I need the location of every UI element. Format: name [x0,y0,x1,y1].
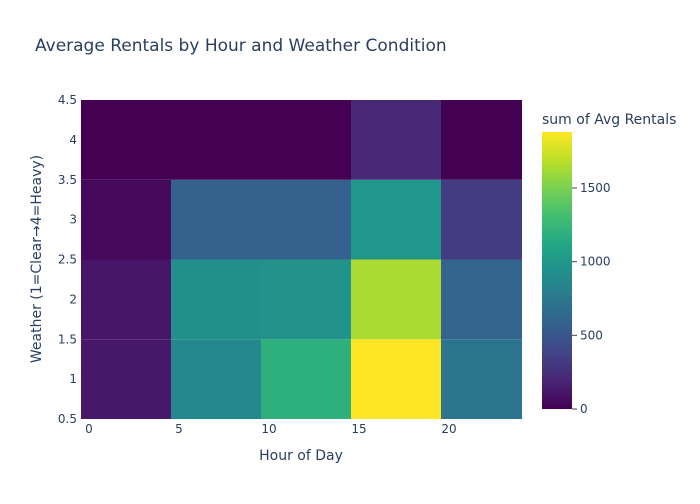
y-tick-label: 4.5 [58,93,77,107]
colorbar-tick-label: 1000 [580,255,611,269]
heatmap-cell [261,339,351,419]
y-tick-label: 2 [69,292,77,306]
heatmap-cell [351,179,441,260]
x-axis-title: Hour of Day [259,448,343,464]
x-tick-label: 10 [261,422,276,436]
heatmap-cell [441,100,522,180]
y-tick-label: 2.5 [58,253,77,267]
heatmap-cell [261,179,351,260]
y-tick-label: 4 [69,133,77,147]
heatmap-cell [261,100,351,180]
heatmap-cell [81,179,171,260]
colorbar-ticks: 0 500 1000 1500 [572,181,611,416]
heatmap-cell [351,339,441,419]
y-tick-label: 3 [69,213,77,227]
x-tick-label: 5 [175,422,183,436]
x-tick-label: 20 [441,422,456,436]
heatmap-cell [171,339,261,419]
chart-title: Average Rentals by Hour and Weather Cond… [35,36,447,56]
y-tick-label: 3.5 [58,173,77,187]
heatmap-cell [441,179,522,260]
heatmap-cell [171,259,261,340]
heatmap-cell [441,259,522,340]
y-tick-label: 0.5 [58,412,77,426]
heatmap-cell [351,259,441,340]
colorbar-tick-label: 500 [580,328,603,342]
y-axis-title: Weather (1=Clear→4=Heavy) [29,155,45,363]
y-tick-label: 1 [69,372,77,386]
heatmap-cell [171,179,261,260]
heatmap-cell [81,259,171,340]
heatmap-cell [81,339,171,419]
x-axis-ticks: 0 5 10 15 20 [85,422,456,436]
heatmap-cell [351,100,441,180]
heatmap-cell [441,339,522,419]
heatmap-cell [171,100,261,180]
colorbar [542,132,572,409]
heatmap-cell [261,259,351,340]
x-tick-label: 0 [85,422,93,436]
colorbar-title: sum of Avg Rentals [542,112,676,128]
x-tick-label: 15 [351,422,366,436]
heatmap-cell [81,100,171,180]
colorbar-tick-label: 1500 [580,181,611,195]
colorbar-tick-label: 0 [580,402,588,416]
heatmap-cells [81,100,522,419]
y-tick-label: 1.5 [58,332,77,346]
y-axis-ticks: 0.5 1 1.5 2 2.5 3 3.5 4 4.5 [58,93,77,426]
